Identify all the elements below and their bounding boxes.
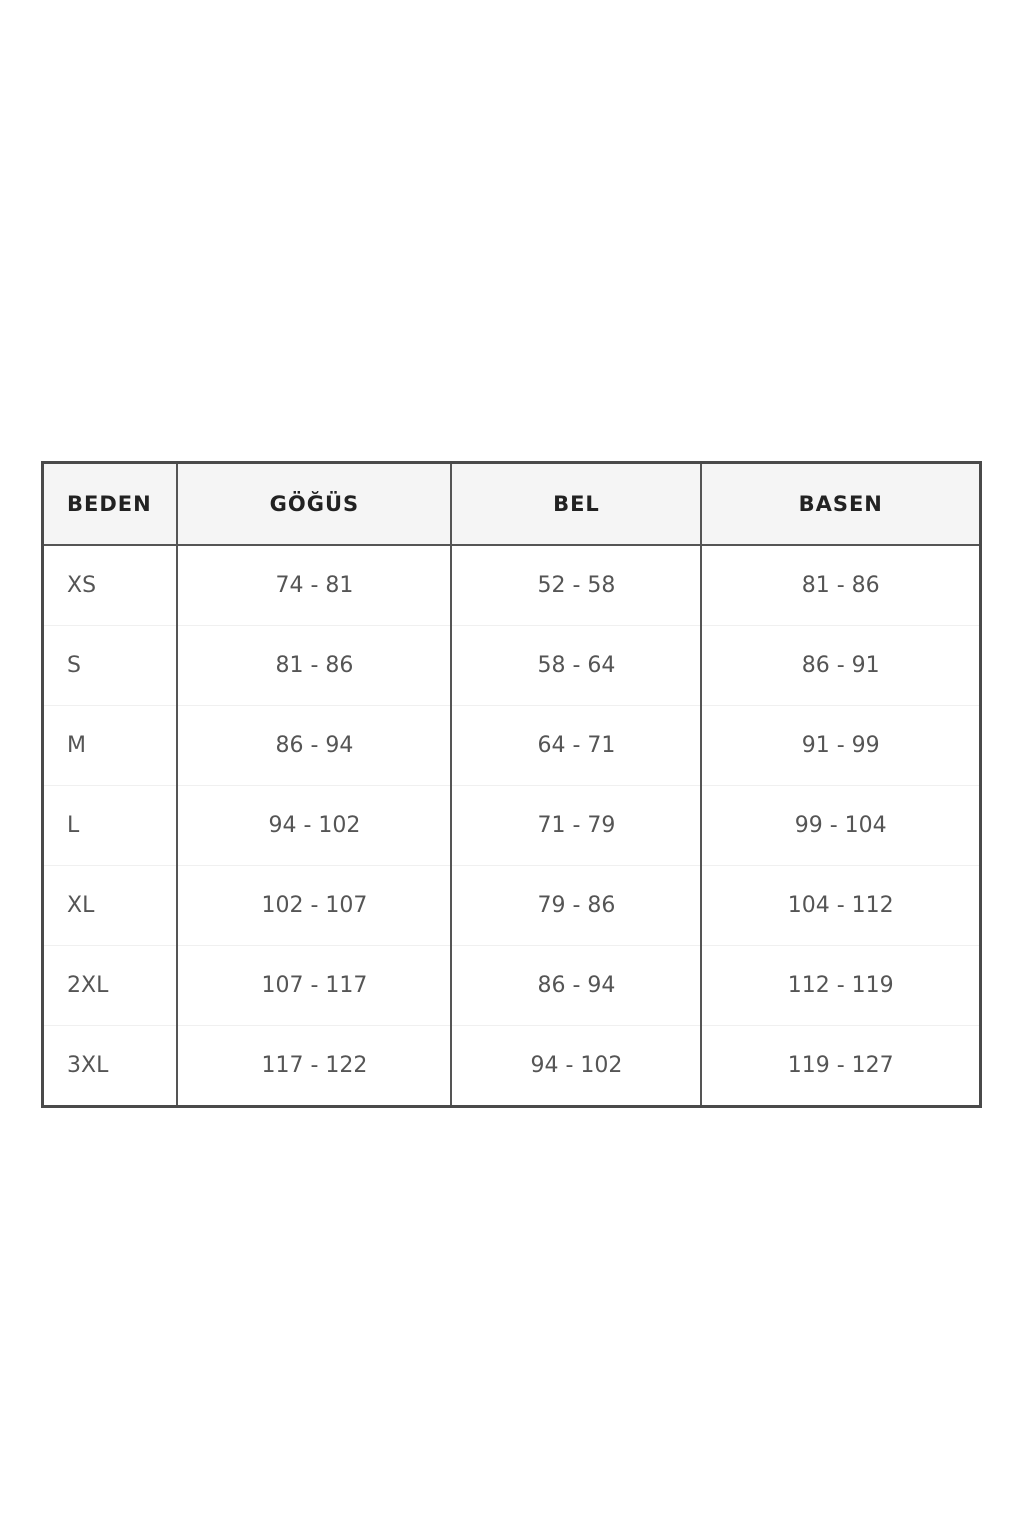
cell-chest: 102 - 107 (176, 865, 452, 946)
cell-chest: 107 - 117 (176, 945, 452, 1026)
table-row: S 81 - 86 58 - 64 86 - 91 (42, 625, 981, 706)
cell-hip: 91 - 99 (700, 705, 981, 786)
cell-chest: 94 - 102 (176, 785, 452, 866)
cell-size: L (42, 785, 178, 866)
table-row: 3XL 117 - 122 94 - 102 119 - 127 (42, 1025, 981, 1107)
cell-chest: 81 - 86 (176, 625, 452, 706)
cell-hip: 119 - 127 (700, 1025, 981, 1107)
cell-chest: 74 - 81 (176, 544, 452, 626)
cell-size: 2XL (42, 945, 178, 1026)
cell-hip: 104 - 112 (700, 865, 981, 946)
cell-size: XL (42, 865, 178, 946)
header-row: BEDEN GÖĞÜS BEL BASEN (42, 462, 981, 546)
cell-waist: 71 - 79 (450, 785, 702, 866)
cell-size: 3XL (42, 1025, 178, 1107)
table-row: L 94 - 102 71 - 79 99 - 104 (42, 785, 981, 866)
size-chart-table: BEDEN GÖĞÜS BEL BASEN XS 74 - 81 52 - 58 81… (41, 461, 982, 1108)
header-chest: GÖĞÜS (176, 462, 452, 546)
cell-size: S (42, 625, 178, 706)
cell-hip: 86 - 91 (700, 625, 981, 706)
cell-hip: 99 - 104 (700, 785, 981, 866)
table-row: M 86 - 94 64 - 71 91 - 99 (42, 705, 981, 786)
cell-waist: 79 - 86 (450, 865, 702, 946)
cell-size: M (42, 705, 178, 786)
cell-chest: 86 - 94 (176, 705, 452, 786)
table-row: 2XL 107 - 117 86 - 94 112 - 119 (42, 945, 981, 1026)
table-row: XL 102 - 107 79 - 86 104 - 112 (42, 865, 981, 946)
cell-hip: 81 - 86 (700, 544, 981, 626)
cell-waist: 64 - 71 (450, 705, 702, 786)
cell-waist: 52 - 58 (450, 544, 702, 626)
cell-waist: 86 - 94 (450, 945, 702, 1026)
table-row: XS 74 - 81 52 - 58 81 - 86 (42, 544, 981, 626)
header-size: BEDEN (42, 462, 178, 546)
cell-size: XS (42, 544, 178, 626)
cell-chest: 117 - 122 (176, 1025, 452, 1107)
cell-waist: 58 - 64 (450, 625, 702, 706)
cell-waist: 94 - 102 (450, 1025, 702, 1107)
header-waist: BEL (450, 462, 702, 546)
header-hip: BASEN (700, 462, 981, 546)
cell-hip: 112 - 119 (700, 945, 981, 1026)
